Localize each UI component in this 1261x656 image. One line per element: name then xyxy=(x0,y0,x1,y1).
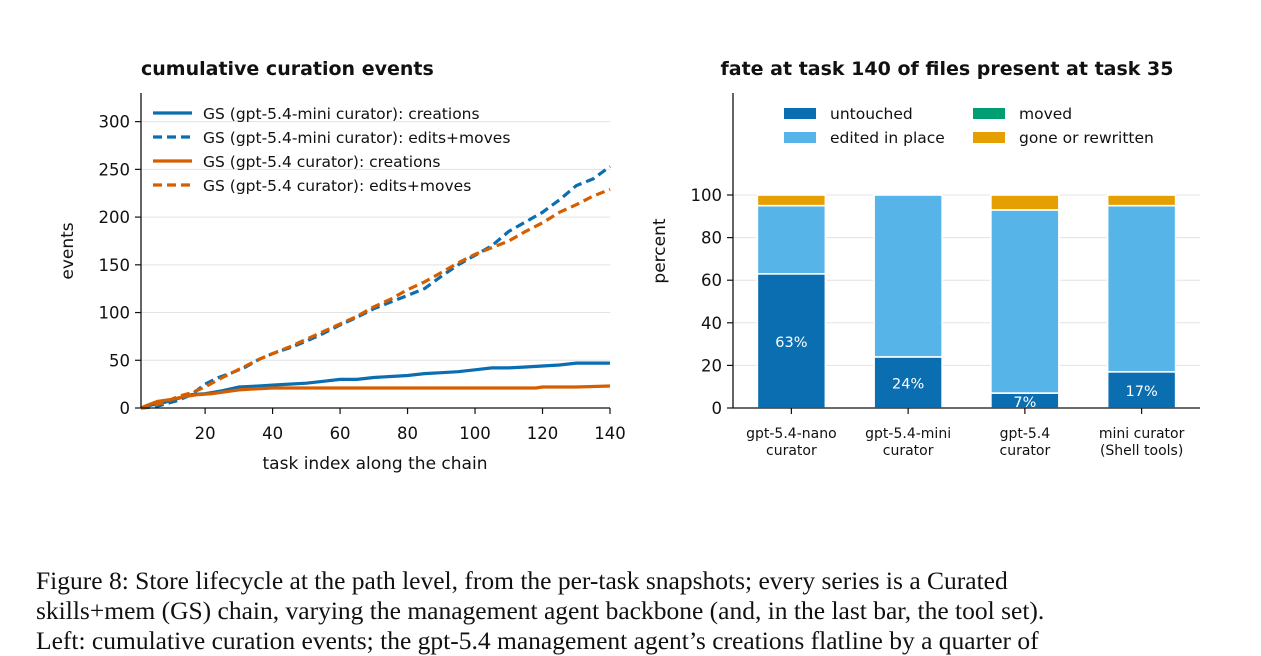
left-series-line-0 xyxy=(140,361,610,410)
right-chart: fate at task 140 of files present at tas… xyxy=(650,58,1200,459)
bar-segment-edited-in-place xyxy=(1106,204,1177,373)
left-x-tick-label: 100 xyxy=(459,424,491,443)
right-x-tick-label: gpt-5.4-nano xyxy=(746,426,837,442)
legend-entry-label: edited in place xyxy=(830,129,945,147)
bar-segment-gone-or-rewritten xyxy=(990,194,1060,211)
right-x-tick-label: curator xyxy=(766,443,817,459)
right-y-axis-label: percent xyxy=(650,218,670,283)
right-axes xyxy=(727,93,1200,414)
legend-entry-label: gone or rewritten xyxy=(1019,129,1154,147)
bar-data-label: 24% xyxy=(892,376,924,392)
right-x-tick-label: gpt-5.4-mini xyxy=(865,426,951,442)
left-legend: GS (gpt-5.4-mini curator): creations GS (… xyxy=(153,105,510,195)
left-x-tick-label: 120 xyxy=(527,424,559,443)
bar-segment-gone-or-rewritten xyxy=(756,194,827,207)
left-y-axis-label: events xyxy=(58,222,78,279)
bar-data-label: 7% xyxy=(1013,395,1036,411)
left-chart-title: cumulative curation events xyxy=(141,58,434,80)
left-x-tick-label: 80 xyxy=(397,424,418,443)
right-legend: untouched moved edited in place gone or rew… xyxy=(784,105,1154,147)
legend-entry-label: GS (gpt-5.4-mini curator): edits+moves xyxy=(203,129,510,147)
left-axes xyxy=(135,93,611,414)
left-series-line-2 xyxy=(140,384,611,410)
left-series-lines xyxy=(140,165,611,410)
left-tick-labels: 0 50 100 150 200 250 300 20 40 60 80 100 120 140 xyxy=(99,113,626,443)
left-chart: cumulative curation events 0 50 100 150 200 2… xyxy=(58,58,626,474)
right-y-tick-label: 80 xyxy=(701,229,722,248)
bar-segment-untouched xyxy=(756,273,827,409)
right-tick-labels: 020406080100gpt-5.4-nanocuratorgpt-5.4-m… xyxy=(691,186,1185,459)
right-x-tick-label: curator xyxy=(883,443,934,459)
right-y-tick-label: 60 xyxy=(701,271,722,290)
right-x-tick-label: mini curator xyxy=(1099,426,1185,442)
legend-entry-label: GS (gpt-5.4 curator): creations xyxy=(203,153,440,171)
left-x-tick-label: 40 xyxy=(262,424,283,443)
left-x-tick-label: 140 xyxy=(594,424,626,443)
left-x-tick-label: 20 xyxy=(195,424,216,443)
left-y-tick-label: 50 xyxy=(109,351,130,370)
caption-line: Figure 8: Store lifecycle at the path le… xyxy=(36,566,1008,595)
legend-entry-label: untouched xyxy=(830,105,913,123)
left-series-line-1 xyxy=(140,165,611,410)
right-y-tick-label: 20 xyxy=(701,356,722,375)
legend-swatch xyxy=(784,132,816,143)
legend-swatch xyxy=(973,132,1005,143)
right-bars: 63% 24% 7% 17% xyxy=(756,194,1177,411)
left-y-tick-label: 200 xyxy=(99,208,131,227)
left-y-tick-label: 150 xyxy=(99,256,131,275)
right-chart-title: fate at task 140 of files present at tas… xyxy=(721,58,1174,80)
right-x-tick-label: (Shell tools) xyxy=(1100,443,1183,459)
left-gridlines xyxy=(141,121,610,361)
legend-entry-label: GS (gpt-5.4-mini curator): creations xyxy=(203,105,480,123)
legend-entry-label: GS (gpt-5.4 curator): edits+moves xyxy=(203,177,471,195)
right-x-tick-label: curator xyxy=(1000,443,1051,459)
legend-entry-label: moved xyxy=(1019,105,1072,123)
left-series-line-3 xyxy=(140,187,611,410)
bar-data-label: 63% xyxy=(775,335,807,351)
bar-data-label: 17% xyxy=(1126,384,1158,400)
bar-segment-edited-in-place xyxy=(990,209,1060,394)
legend-swatch xyxy=(973,108,1005,119)
left-y-tick-label: 0 xyxy=(120,399,131,418)
bar-segment-gone-or-rewritten xyxy=(1106,194,1177,207)
caption-line: Left: cumulative curation events; the gp… xyxy=(36,626,1039,655)
right-x-tick-label: gpt-5.4 xyxy=(1000,426,1051,442)
bar-segment-edited-in-place xyxy=(756,204,827,275)
right-y-tick-label: 100 xyxy=(691,186,723,205)
legend-swatch xyxy=(784,108,816,119)
caption-line: skills+mem (GS) chain, varying the manag… xyxy=(36,596,1045,625)
left-y-tick-label: 250 xyxy=(99,160,131,179)
left-y-tick-label: 100 xyxy=(99,304,131,323)
left-x-axis-label: task index along the chain xyxy=(263,454,488,474)
figure: cumulative curation events 0501001502002… xyxy=(58,58,1200,474)
right-y-tick-label: 40 xyxy=(701,314,722,333)
figure-caption: Figure 8: Store lifecycle at the path le… xyxy=(36,566,1226,656)
left-x-tick-label: 60 xyxy=(330,424,351,443)
right-y-tick-label: 0 xyxy=(712,399,723,418)
left-y-tick-label: 300 xyxy=(99,113,131,132)
bar-segment-edited-in-place xyxy=(873,194,943,358)
